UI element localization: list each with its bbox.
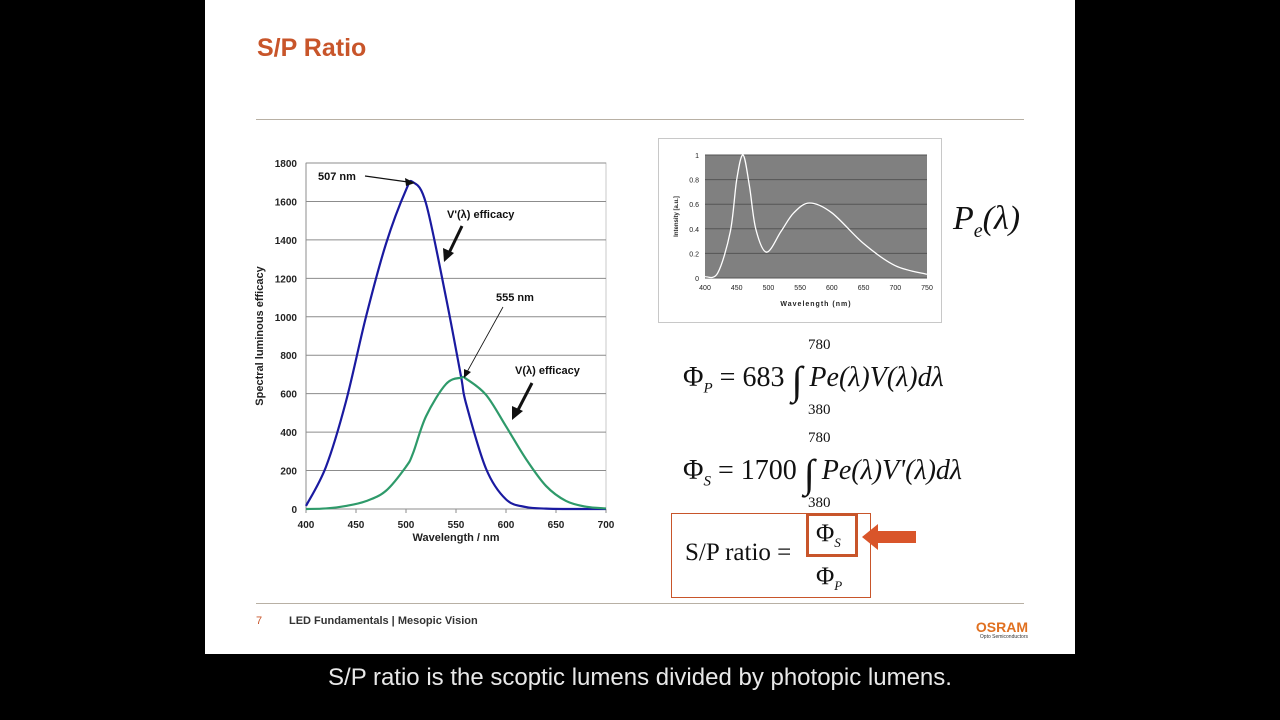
svg-text:200: 200 — [280, 467, 297, 478]
svg-text:1: 1 — [695, 153, 699, 160]
svg-text:550: 550 — [794, 285, 806, 292]
phi-s-coefficient: 1700 — [740, 455, 797, 486]
footer-divider — [256, 603, 1024, 604]
svg-text:600: 600 — [826, 285, 838, 292]
phi-s-symbol: Φ — [683, 455, 704, 486]
spectrum-inset-chart: 0 0.2 0.4 0.6 0.8 1 400 450 500 550 600 650 700 750 Wa… — [658, 138, 942, 323]
footer-title: LED Fundamentals | Mesopic Vision — [289, 615, 478, 627]
svg-text:400: 400 — [280, 428, 297, 439]
svg-text:1800: 1800 — [275, 159, 298, 170]
phi-s-subscript: S — [703, 473, 711, 490]
svg-text:507 nm: 507 nm — [318, 171, 356, 183]
svg-text:Spectral luminous efficacy: Spectral luminous efficacy — [254, 265, 266, 405]
phi-s-integrand: Pe(λ)V'(λ)dλ — [821, 455, 963, 486]
video-caption: S/P ratio is the scoptic lumens divided … — [328, 664, 952, 691]
svg-text:Intensity [a.u.]: Intensity [a.u.] — [674, 196, 680, 237]
svg-text:1400: 1400 — [275, 236, 298, 247]
svg-text:600: 600 — [280, 390, 297, 401]
svg-text:0.4: 0.4 — [689, 227, 699, 234]
logo-subtitle: Opto Semiconductors — [979, 634, 1028, 640]
svg-text:0: 0 — [695, 276, 699, 283]
phi-p-integrand: Pe(λ)V(λ)dλ — [809, 362, 944, 393]
svg-text:450: 450 — [731, 285, 743, 292]
logo-name: OSRAM — [975, 619, 1028, 635]
phi-p-symbol: Φ — [683, 362, 704, 393]
svg-text:500: 500 — [763, 285, 775, 292]
svg-text:V(λ) efficacy: V(λ) efficacy — [515, 365, 581, 377]
svg-text:600: 600 — [498, 520, 515, 531]
slide-title: S/P Ratio — [257, 34, 367, 62]
svg-text:555 nm: 555 nm — [496, 292, 534, 304]
phi-p-coefficient: 683 — [742, 362, 785, 393]
svg-text:0: 0 — [291, 505, 297, 516]
sp-ratio-denominator: ΦP — [816, 563, 843, 593]
svg-text:800: 800 — [280, 351, 297, 362]
highlight-arrow-icon — [862, 524, 916, 550]
svg-text:550: 550 — [448, 520, 465, 531]
svg-text:400: 400 — [298, 520, 315, 531]
phi-p-subscript: P — [703, 380, 713, 397]
page-number: 7 — [256, 615, 263, 627]
svg-text:650: 650 — [548, 520, 565, 531]
sp-ratio-label: S/P ratio = — [685, 539, 792, 566]
osram-logo: OSRAM Opto Semiconductors — [970, 620, 1028, 641]
svg-text:650: 650 — [858, 285, 870, 292]
svg-text:450: 450 — [348, 520, 365, 531]
svg-text:Wavelength / nm: Wavelength / nm — [413, 532, 500, 544]
svg-text:700: 700 — [598, 520, 615, 531]
phi-p-upper-limit: 780 — [808, 337, 831, 353]
svg-text:1000: 1000 — [275, 313, 298, 324]
sp-ratio-numerator: ΦS — [816, 520, 841, 550]
svg-text:Wavelength (nm): Wavelength (nm) — [780, 301, 851, 308]
svg-text:400: 400 — [699, 285, 711, 292]
pe-lambda-label: Pe(λ)Pe(λ) — [953, 200, 1021, 242]
svg-text:1600: 1600 — [275, 197, 298, 208]
svg-text:V'(λ) efficacy: V'(λ) efficacy — [447, 209, 515, 221]
efficacy-chart: 0 200 400 600 800 1000 1200 1400 1600 1800 400 450 5… — [254, 159, 615, 544]
phi-s-highlight-box — [806, 513, 858, 557]
svg-text:1200: 1200 — [275, 274, 298, 285]
svg-text:0.8: 0.8 — [689, 178, 699, 185]
slide: S/P Ratio 0 200 400 600 800 1000 1200 1400 1600 1… — [205, 0, 1075, 654]
svg-text:700: 700 — [889, 285, 901, 292]
sp-ratio-box — [671, 513, 871, 598]
phi-p-lower-limit: 380 — [808, 402, 831, 418]
svg-text:750: 750 — [921, 285, 933, 292]
phi-s-lower-limit: 380 — [808, 495, 831, 511]
title-divider — [256, 119, 1024, 120]
svg-text:0.2: 0.2 — [689, 251, 699, 258]
svg-text:500: 500 — [398, 520, 415, 531]
svg-text:0.6: 0.6 — [689, 202, 699, 209]
phi-s-upper-limit: 780 — [808, 430, 831, 446]
